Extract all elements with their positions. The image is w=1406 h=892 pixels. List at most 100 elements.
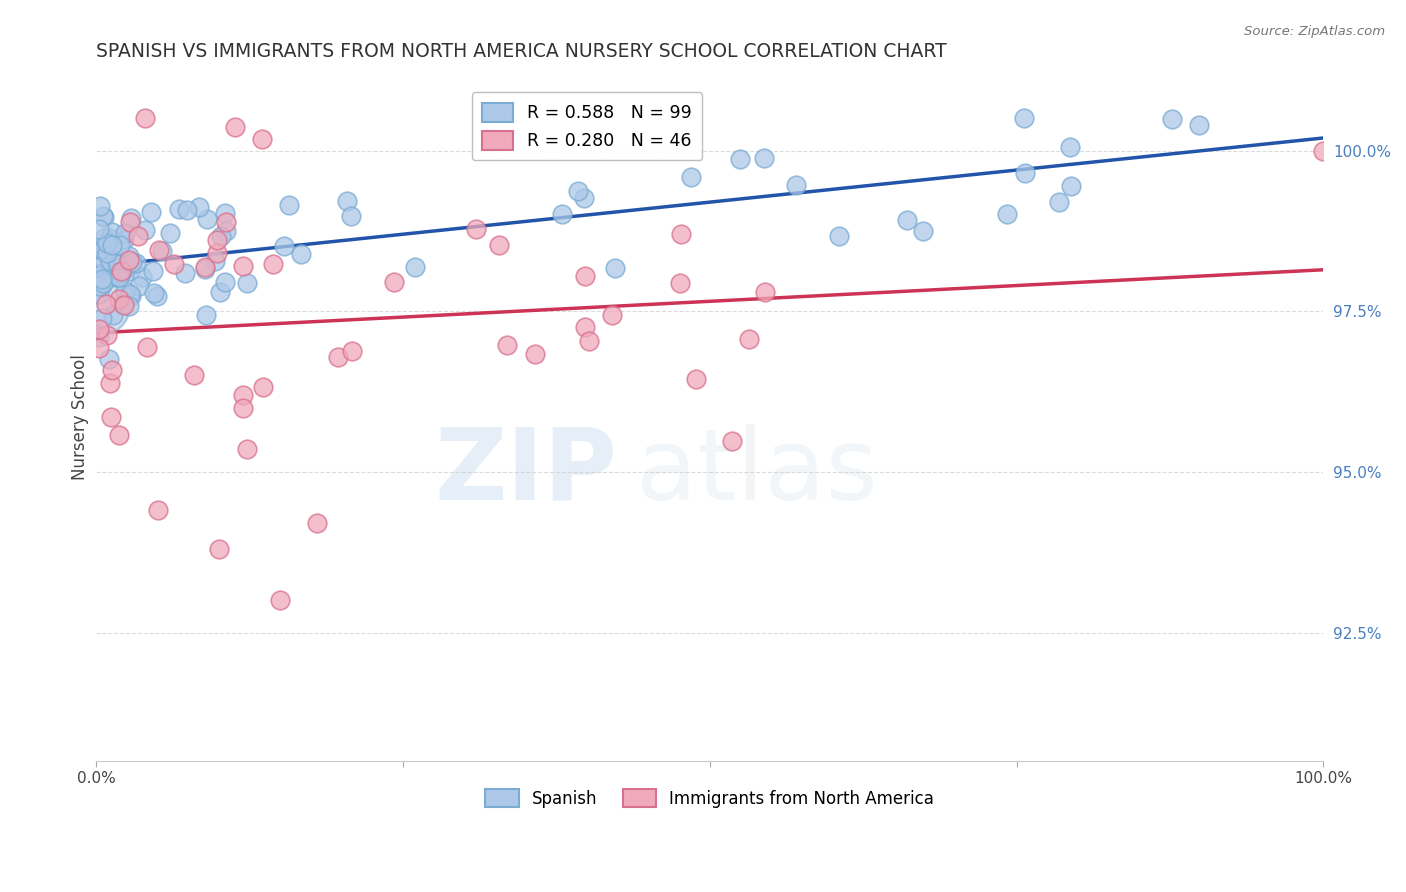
Legend: Spanish, Immigrants from North America: Spanish, Immigrants from North America (478, 782, 941, 814)
Point (205, 234, 228, 248)
Point (574, 191, 596, 205)
Point (107, 292, 129, 306)
Text: ZIP: ZIP (434, 424, 617, 521)
Point (215, 224, 238, 238)
Point (128, 278, 150, 293)
Point (118, 287, 141, 301)
Point (87, 260, 110, 274)
Point (111, 262, 134, 277)
Point (97, 271, 120, 285)
Point (194, 260, 217, 274)
Point (142, 264, 165, 278)
Point (188, 200, 211, 214)
Point (600, 309, 623, 323)
Point (214, 215, 236, 229)
Point (90, 242, 112, 256)
Point (87, 279, 110, 293)
Point (404, 260, 426, 275)
Point (90, 272, 112, 286)
Point (209, 285, 232, 300)
Point (112, 233, 135, 247)
Point (134, 223, 156, 237)
Point (146, 503, 169, 517)
Point (340, 343, 363, 358)
Point (96, 328, 118, 343)
Point (150, 244, 173, 258)
Point (89, 274, 111, 288)
Point (738, 332, 761, 346)
Point (93, 243, 115, 257)
Point (90, 268, 112, 283)
Point (87, 222, 110, 236)
Point (118, 252, 141, 267)
Point (118, 299, 141, 313)
Point (269, 593, 291, 607)
Point (273, 239, 295, 253)
Point (101, 363, 124, 377)
Point (101, 225, 124, 239)
Point (101, 245, 124, 260)
Point (340, 209, 363, 223)
Point (89, 298, 111, 312)
Point (574, 320, 596, 334)
Point (496, 338, 519, 352)
Text: Source: ZipAtlas.com: Source: ZipAtlas.com (1244, 25, 1385, 38)
Point (681, 169, 703, 184)
Point (131, 270, 153, 285)
Point (195, 211, 218, 226)
Point (1012, 112, 1035, 126)
Point (167, 202, 190, 217)
Point (146, 288, 169, 302)
Point (464, 221, 486, 235)
Point (118, 263, 141, 277)
Point (685, 372, 707, 386)
Point (91, 209, 114, 223)
Point (91, 277, 114, 292)
Point (114, 284, 136, 298)
Point (110, 238, 132, 252)
Point (382, 275, 405, 289)
Point (105, 266, 128, 280)
Point (108, 427, 131, 442)
Point (911, 224, 934, 238)
Point (730, 152, 752, 166)
Point (159, 226, 181, 240)
Point (89, 198, 111, 212)
Point (828, 229, 851, 244)
Point (1014, 165, 1036, 179)
Point (574, 269, 596, 284)
Point (87, 341, 110, 355)
Point (194, 308, 217, 322)
Point (96, 236, 118, 251)
Point (578, 334, 600, 348)
Point (205, 246, 228, 260)
Point (93, 252, 115, 267)
Point (214, 276, 236, 290)
Point (107, 271, 129, 285)
Point (94, 247, 117, 261)
Point (336, 194, 359, 208)
Point (125, 256, 148, 270)
Point (754, 285, 776, 299)
Point (87, 286, 110, 301)
Point (103, 308, 125, 322)
Point (1047, 194, 1070, 209)
Point (148, 243, 170, 257)
Point (668, 277, 690, 291)
Point (112, 298, 135, 312)
Point (307, 516, 329, 531)
Point (120, 289, 142, 303)
Point (87, 330, 110, 344)
Point (142, 286, 165, 301)
Point (669, 227, 692, 242)
Point (93, 210, 115, 224)
Point (98, 376, 121, 390)
Point (91, 311, 114, 326)
Point (173, 266, 195, 280)
Point (127, 228, 149, 243)
Point (250, 132, 273, 146)
Point (121, 255, 143, 269)
Point (108, 269, 131, 284)
Point (176, 202, 198, 217)
Point (163, 257, 186, 271)
